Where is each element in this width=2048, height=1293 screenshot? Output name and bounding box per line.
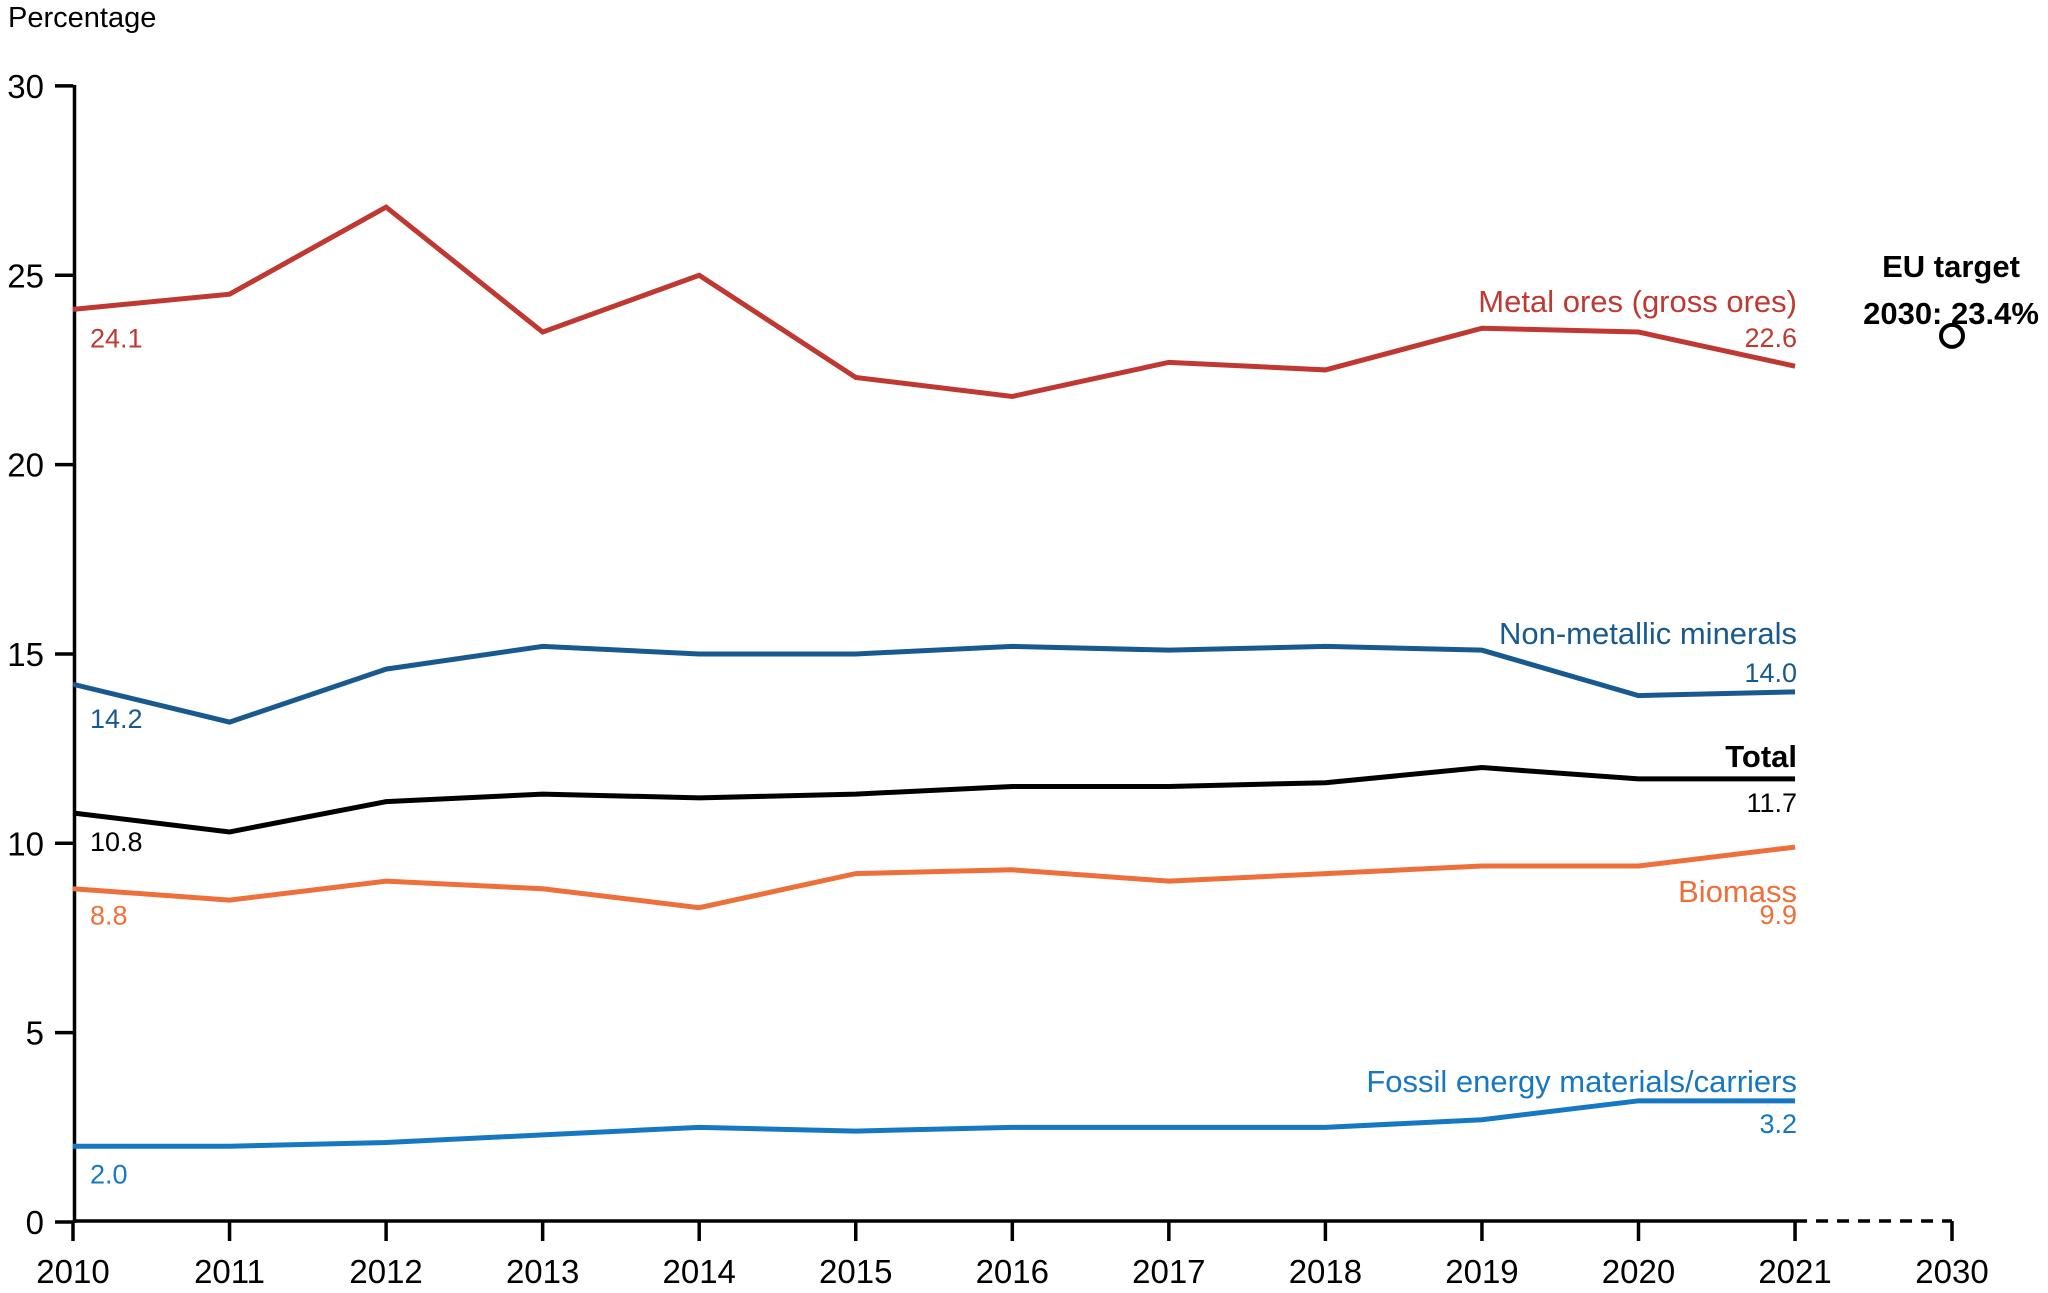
series-line-0	[72, 204, 1796, 399]
x-tick-label: 2019	[1445, 1253, 1518, 1290]
x-tick-label: 2017	[1132, 1253, 1205, 1290]
y-tick-label: 10	[7, 825, 44, 862]
eu-target-label-line2: 2030: 23.4%	[1863, 296, 2039, 331]
series-label-2: Total	[1725, 739, 1797, 774]
x-tick-label: 2010	[36, 1253, 109, 1290]
series-label-3: Biomass	[1678, 874, 1797, 909]
series-end-value-0: 22.6	[1744, 323, 1797, 353]
series-end-value-3: 9.9	[1759, 900, 1797, 930]
y-tick-label: 25	[7, 257, 44, 294]
y-axis-title: Percentage	[8, 2, 157, 34]
y-tick-label: 0	[26, 1204, 44, 1241]
series-line-2	[72, 765, 1796, 835]
eu-target-marker	[1939, 322, 1965, 349]
series-line-4	[73, 1098, 1796, 1149]
series-end-value-1: 14.0	[1744, 658, 1797, 688]
y-tick-label: 20	[7, 447, 44, 484]
x-tick-label: 2030	[1915, 1253, 1988, 1290]
series-start-value-0: 24.1	[90, 323, 143, 353]
series-start-value-1: 14.2	[90, 704, 143, 734]
x-tick-label: 2013	[506, 1253, 579, 1290]
eu-target-label: EU target 2030: 23.4%	[1849, 243, 2048, 337]
y-tick-label: 15	[7, 636, 44, 673]
x-tick-label: 2011	[194, 1253, 265, 1290]
x-tick-label: 2018	[1289, 1253, 1362, 1290]
x-tick-label: 2021	[1758, 1253, 1831, 1290]
series-line-1	[72, 643, 1796, 725]
series-end-value-4: 3.2	[1759, 1109, 1797, 1139]
series-label-0: Metal ores (gross ores)	[1478, 284, 1797, 319]
series-label-1: Non-metallic minerals	[1499, 616, 1797, 651]
series-start-value-2: 10.8	[90, 827, 143, 857]
x-tick-label: 2014	[662, 1253, 735, 1290]
series-start-value-3: 8.8	[90, 901, 128, 931]
x-tick-label: 2012	[349, 1253, 422, 1290]
x-tick-label: 2016	[976, 1253, 1049, 1290]
series-end-value-2: 11.7	[1746, 788, 1797, 818]
eu-target-label-line1: EU target	[1882, 249, 2020, 284]
y-tick-label: 5	[26, 1015, 44, 1052]
series-label-4: Fossil energy materials/carriers	[1366, 1064, 1797, 1099]
y-tick-label: 30	[7, 68, 44, 105]
x-tick-label: 2015	[819, 1253, 892, 1290]
series-start-value-4: 2.0	[90, 1159, 128, 1189]
series-line-3	[72, 844, 1796, 911]
x-tick-label: 2020	[1602, 1253, 1675, 1290]
